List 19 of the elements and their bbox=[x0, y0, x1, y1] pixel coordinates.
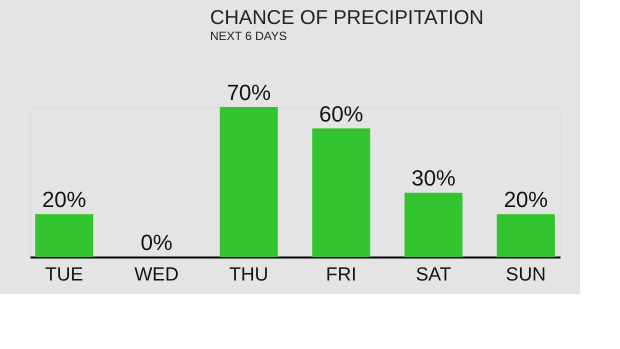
bar bbox=[312, 128, 370, 257]
bar bbox=[220, 107, 278, 257]
x-tick-label: SUN bbox=[506, 264, 546, 286]
data-label: 60% bbox=[319, 101, 364, 126]
chart-title: CHANCE OF PRECIPITATION bbox=[210, 7, 484, 29]
x-tick-label: SAT bbox=[416, 264, 452, 286]
data-label: 70% bbox=[226, 80, 271, 105]
bar bbox=[35, 214, 94, 257]
data-label: 0% bbox=[140, 230, 172, 255]
data-label: 30% bbox=[411, 166, 456, 191]
x-tick-label: WED bbox=[134, 264, 179, 286]
x-tick-label: THU bbox=[229, 264, 268, 286]
data-label: 20% bbox=[42, 187, 86, 212]
x-tick-label: FRI bbox=[326, 264, 356, 286]
data-label: 20% bbox=[504, 187, 548, 212]
bar bbox=[496, 214, 555, 257]
chart-subtitle: NEXT 6 DAYS bbox=[210, 29, 287, 43]
x-tick-label: TUE bbox=[45, 264, 84, 286]
bar bbox=[404, 192, 462, 257]
